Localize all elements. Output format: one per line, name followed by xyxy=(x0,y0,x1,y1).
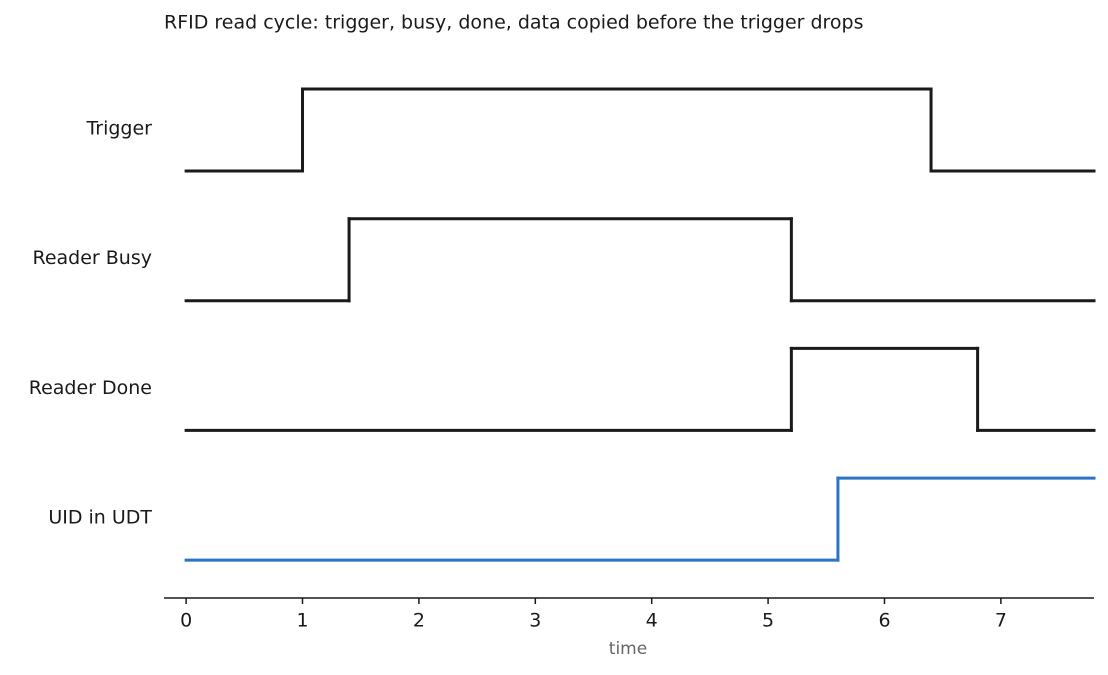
lane-label: Reader Done xyxy=(29,377,152,399)
x-tick-label: 0 xyxy=(180,610,192,632)
x-tick-label: 6 xyxy=(878,610,890,632)
x-axis-label: time xyxy=(609,639,647,659)
x-tick-label: 2 xyxy=(413,610,425,632)
x-tick-label: 7 xyxy=(995,610,1007,632)
x-tick-label: 3 xyxy=(529,610,541,632)
x-tick-label: 4 xyxy=(646,610,658,632)
x-tick-label: 5 xyxy=(762,610,774,632)
lane-label: Reader Busy xyxy=(32,247,152,269)
lane-label: Trigger xyxy=(85,118,152,140)
lane-label: UID in UDT xyxy=(48,507,152,529)
x-tick-label: 1 xyxy=(296,610,308,632)
chart-title: RFID read cycle: trigger, busy, done, da… xyxy=(164,12,864,34)
